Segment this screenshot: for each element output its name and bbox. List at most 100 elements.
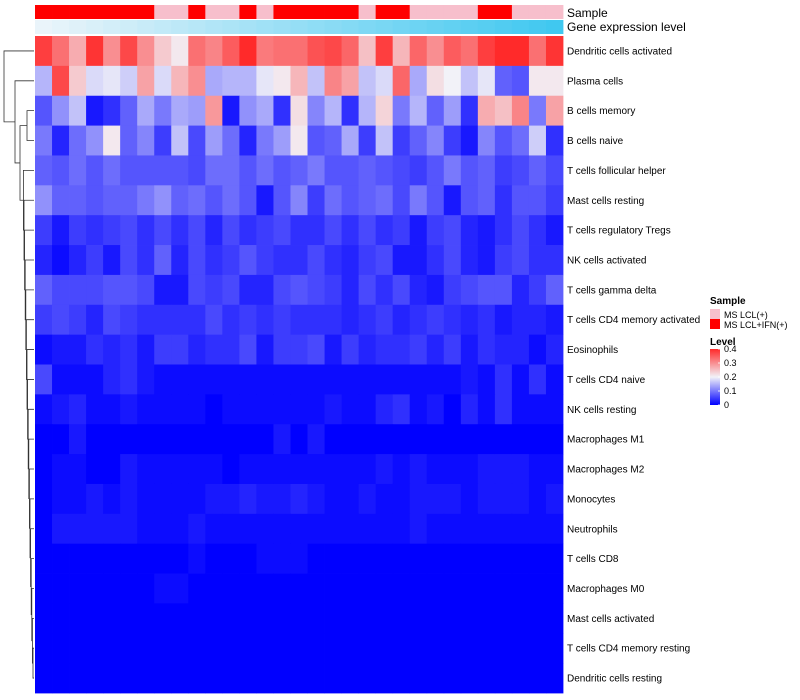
heatmap-cell	[188, 245, 206, 276]
heatmap-cell	[273, 663, 291, 694]
heatmap-cell	[205, 125, 223, 156]
heatmap-cell	[290, 185, 308, 216]
heatmap-cell	[222, 155, 240, 186]
heatmap-cell	[171, 424, 189, 455]
heatmap-cell	[375, 483, 394, 515]
heatmap-cell	[137, 454, 155, 485]
heatmap-cell	[256, 215, 274, 246]
heatmap-cell	[358, 573, 377, 604]
heatmap-cell	[273, 424, 291, 455]
heatmap-cell	[205, 215, 223, 246]
heatmap-cell	[222, 215, 240, 246]
gene-expression-annotation-cell	[358, 20, 377, 34]
heatmap-cell	[154, 543, 172, 574]
heatmap-cell	[511, 633, 530, 664]
heatmap-cell	[120, 245, 138, 276]
heatmap-cell	[103, 543, 121, 574]
heatmap-cell	[205, 185, 223, 216]
heatmap-cell	[358, 36, 377, 67]
heatmap-cell	[256, 603, 274, 634]
heatmap-cell	[52, 155, 70, 186]
heatmap-cell	[171, 334, 189, 365]
heatmap-cell	[494, 364, 513, 395]
heatmap-cell	[120, 573, 138, 604]
legend-tick-label: 0.3	[724, 358, 737, 368]
heatmap-cell	[409, 603, 428, 634]
heatmap-cell	[409, 424, 428, 455]
heatmap-cell	[392, 245, 411, 276]
heatmap-cell	[511, 364, 530, 395]
heatmap-cell	[52, 245, 70, 276]
heatmap-cell	[290, 364, 308, 395]
heatmap-cell	[103, 603, 121, 634]
heatmap-cell	[154, 633, 172, 664]
heatmap-cell	[273, 454, 291, 485]
heatmap-cell	[86, 633, 104, 664]
heatmap-cell	[154, 125, 172, 156]
heatmap-cell	[409, 185, 428, 216]
sample-annotation-cell	[171, 5, 189, 19]
heatmap-cell	[86, 513, 104, 545]
heatmap-cell	[120, 334, 138, 365]
heatmap-cell	[103, 95, 121, 126]
heatmap-cell	[511, 513, 530, 545]
heatmap-cell	[35, 125, 53, 156]
heatmap-cells	[35, 36, 564, 694]
heatmap-cell	[256, 36, 274, 67]
heatmap-cell	[460, 334, 479, 365]
heatmap-cell	[86, 274, 104, 306]
heatmap-cell	[137, 424, 155, 455]
heatmap-cell	[86, 483, 104, 515]
heatmap-cell	[256, 454, 274, 485]
heatmap-cell	[205, 364, 223, 395]
heatmap-cell	[460, 364, 479, 395]
heatmap-cell	[477, 65, 496, 97]
heatmap-cell	[239, 185, 257, 216]
heatmap-cell	[239, 65, 257, 97]
heatmap-cell	[171, 36, 189, 67]
heatmap-cell	[409, 36, 428, 67]
heatmap-cell	[341, 603, 360, 634]
heatmap-cell	[528, 334, 547, 365]
sample-annotation-bar	[35, 5, 564, 19]
heatmap-cell	[460, 454, 479, 485]
heatmap-cell	[307, 364, 325, 395]
heatmap-cell	[341, 633, 360, 664]
heatmap-cell	[222, 454, 240, 485]
heatmap-cell	[222, 95, 240, 126]
heatmap-cell	[307, 36, 325, 67]
heatmap-cell	[103, 155, 121, 186]
heatmap-cell	[205, 454, 223, 485]
heatmap-cell	[443, 573, 462, 604]
heatmap-cell	[392, 424, 411, 455]
heatmap-cell	[137, 364, 155, 395]
heatmap-cell	[307, 274, 325, 306]
heatmap-cell	[426, 603, 445, 634]
heatmap-cell	[35, 424, 53, 455]
heatmap-cell	[528, 274, 547, 306]
row-label: T cells CD8	[567, 554, 619, 565]
legend-tick-label: 0.1	[724, 386, 737, 396]
heatmap-cell	[256, 573, 274, 604]
heatmap-cell	[494, 663, 513, 694]
heatmap-cell	[103, 36, 121, 67]
heatmap-cell	[392, 95, 411, 126]
heatmap-cell	[460, 185, 479, 216]
heatmap-cell	[443, 155, 462, 186]
dendrogram-branch	[14, 80, 34, 164]
heatmap-cell	[256, 185, 274, 216]
heatmap-cell	[103, 245, 121, 276]
heatmap-cell	[324, 304, 342, 336]
heatmap-cell	[52, 334, 70, 365]
heatmap-cell	[52, 95, 70, 126]
heatmap-cell	[460, 95, 479, 126]
heatmap-cell	[392, 483, 411, 515]
sample-annotation-cell	[324, 5, 342, 19]
heatmap-cell	[324, 364, 342, 395]
heatmap-cell	[239, 245, 257, 276]
heatmap-cell	[443, 334, 462, 365]
gene-expression-annotation-cell	[477, 20, 496, 34]
heatmap-cell	[528, 364, 547, 395]
heatmap-cell	[494, 185, 513, 216]
heatmap-cell	[273, 95, 291, 126]
